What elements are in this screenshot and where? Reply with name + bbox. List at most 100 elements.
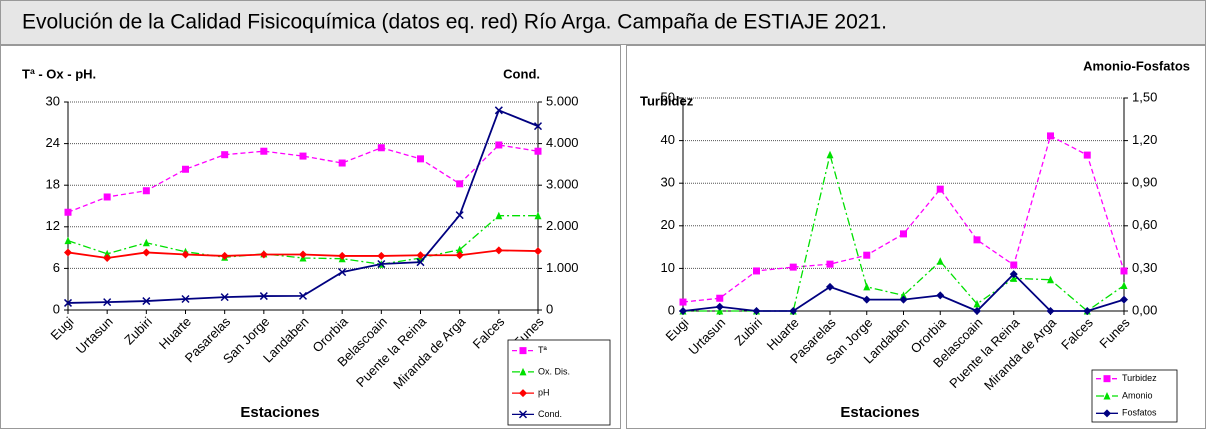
legend-label: Cond. xyxy=(538,409,562,419)
marker xyxy=(103,193,111,201)
marker xyxy=(1083,151,1091,159)
marker xyxy=(338,268,347,277)
marker xyxy=(259,250,268,259)
legend-label: Fosfatos xyxy=(1122,408,1157,418)
marker xyxy=(826,150,834,159)
marker xyxy=(534,247,542,256)
legend-label: Ox. Dis. xyxy=(538,366,570,376)
marker xyxy=(973,299,981,308)
marker xyxy=(900,230,907,238)
marker xyxy=(862,295,871,304)
marker xyxy=(260,147,268,155)
y2-tick-label: 0,00 xyxy=(1132,302,1157,317)
marker xyxy=(181,294,190,304)
marker xyxy=(715,302,724,311)
marker xyxy=(456,245,464,254)
marker xyxy=(416,251,425,260)
marker xyxy=(518,410,528,419)
marker xyxy=(64,236,72,245)
marker xyxy=(1103,392,1111,400)
legend-label: Amonio xyxy=(1122,390,1153,400)
y-tick-label: 30 xyxy=(46,93,60,108)
marker xyxy=(716,307,724,315)
marker xyxy=(495,211,503,220)
marker xyxy=(519,347,527,355)
y2-tick-label: 0,30 xyxy=(1132,260,1157,275)
marker xyxy=(936,257,944,265)
legend-label: pH xyxy=(538,388,550,398)
marker xyxy=(1046,307,1055,315)
marker xyxy=(826,260,834,268)
y2-tick-label: 1,50 xyxy=(1132,89,1157,104)
marker xyxy=(142,248,151,257)
marker xyxy=(1047,132,1054,140)
marker xyxy=(936,185,944,193)
marker xyxy=(900,291,907,299)
y-axis-title: Tª - Ox - pH. xyxy=(22,66,96,81)
legend-label: Tª xyxy=(538,345,547,355)
y2-tick-label: 1,20 xyxy=(1132,132,1157,147)
marker xyxy=(64,248,72,257)
marker xyxy=(377,251,386,260)
marker xyxy=(338,251,347,260)
marker xyxy=(753,267,760,275)
x-axis-title: Estaciones xyxy=(240,404,319,421)
marker xyxy=(182,165,189,173)
y2-tick-label: 5.000 xyxy=(546,93,579,108)
marker xyxy=(494,246,503,255)
marker xyxy=(973,307,981,315)
y-tick-label: 24 xyxy=(46,135,60,150)
marker xyxy=(220,251,229,260)
marker xyxy=(494,106,503,115)
marker xyxy=(752,307,761,315)
y2-tick-label: 0,60 xyxy=(1132,217,1157,232)
marker xyxy=(456,180,464,188)
marker xyxy=(534,211,542,220)
marker xyxy=(534,147,542,155)
y-axis-title: Turbidez xyxy=(640,93,694,108)
marker xyxy=(1010,261,1018,269)
y-tick-label: 0 xyxy=(53,301,60,316)
y2-tick-label: 4.000 xyxy=(546,135,579,150)
marker xyxy=(1010,274,1018,282)
marker xyxy=(899,295,908,304)
legend-box xyxy=(507,339,611,426)
marker xyxy=(181,250,190,259)
marker xyxy=(495,141,503,149)
y-tick-label: 10 xyxy=(661,260,675,275)
marker xyxy=(679,298,687,306)
y-tick-label: 0 xyxy=(668,302,675,317)
marker xyxy=(533,122,543,131)
marker xyxy=(1009,270,1018,279)
y-tick-label: 18 xyxy=(46,177,60,192)
marker xyxy=(789,307,798,315)
marker xyxy=(64,208,72,216)
marker xyxy=(103,254,112,262)
marker xyxy=(1120,281,1128,289)
marker xyxy=(63,298,73,307)
marker xyxy=(103,298,112,307)
y2-axis-title: Amonio-Fosfatos xyxy=(1083,58,1190,73)
marker xyxy=(416,258,425,267)
marker xyxy=(142,187,150,195)
marker xyxy=(299,152,307,160)
marker xyxy=(826,282,834,291)
marker xyxy=(103,249,111,258)
marker xyxy=(1047,275,1054,284)
y2-tick-label: 0 xyxy=(546,301,553,316)
marker xyxy=(1083,307,1092,315)
marker xyxy=(455,251,464,260)
header-bar xyxy=(0,0,1206,45)
marker xyxy=(789,263,797,271)
marker xyxy=(863,251,871,259)
y2-axis-title: Cond. xyxy=(503,66,540,81)
marker xyxy=(220,293,229,302)
y2-tick-label: 0,90 xyxy=(1132,175,1157,190)
marker xyxy=(519,389,527,398)
marker xyxy=(142,238,150,247)
x-axis-title: Estaciones xyxy=(840,404,919,421)
marker xyxy=(1120,295,1128,304)
marker xyxy=(298,291,308,300)
y-tick-label: 50 xyxy=(661,89,675,104)
marker xyxy=(455,211,464,220)
